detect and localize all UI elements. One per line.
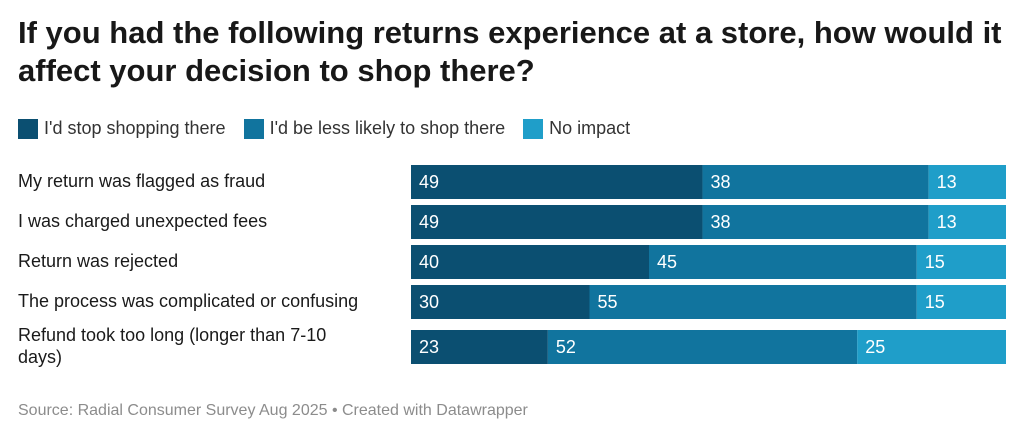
bar-value-r2-s1: 45	[657, 252, 677, 272]
row-label-4: Refund took too long (longer than 7-10 da…	[18, 325, 326, 367]
bar-segment-r2-s0	[411, 245, 649, 279]
bar-segment-r1-s1	[702, 205, 929, 239]
legend-label-stop: I'd stop shopping there	[44, 118, 226, 138]
legend-swatch-no-impact	[523, 118, 544, 139]
bar-segment-r4-s0	[411, 330, 548, 364]
legend-swatch-stop	[18, 118, 38, 139]
bar-segment-r1-s2	[928, 205, 1006, 239]
row-label-0: My return was flagged as fraud	[18, 171, 265, 191]
bar-value-r1-s0: 49	[419, 212, 439, 232]
bar-segment-r1-s0	[411, 205, 703, 239]
legend-item-no-impact: No impact	[523, 118, 630, 139]
bar-segment-r4-s2	[857, 330, 1006, 364]
legend: I'd stop shopping there I'd be less like…	[18, 118, 648, 139]
row-label-1: I was charged unexpected fees	[18, 211, 267, 231]
bar-segment-r3-s2	[916, 285, 1006, 319]
legend-item-stop: I'd stop shopping there	[18, 118, 226, 139]
bar-value-r0-s2: 13	[937, 172, 957, 192]
bar-value-r1-s2: 13	[937, 212, 957, 232]
legend-item-less-likely: I'd be less likely to shop there	[243, 118, 506, 139]
source-note: Source: Radial Consumer Survey Aug 2025 …	[18, 402, 528, 419]
bar-value-r3-s2: 15	[925, 292, 945, 312]
bar-value-r0-s0: 49	[419, 172, 439, 192]
chart-title: If you had the following returns experie…	[18, 15, 1002, 88]
bar-segment-r0-s1	[702, 165, 929, 199]
bar-segment-r0-s2	[928, 165, 1006, 199]
bar-segment-r2-s2	[916, 245, 1006, 279]
bar-value-r3-s1: 55	[598, 292, 618, 312]
bar-segment-r3-s1	[589, 285, 917, 319]
bar-segment-r0-s0	[411, 165, 703, 199]
legend-swatch-less-likely	[243, 118, 264, 139]
bar-value-r0-s1: 38	[711, 172, 731, 192]
bar-segment-r3-s0	[411, 285, 590, 319]
bar-value-r2-s2: 15	[925, 252, 945, 272]
row-label-3: The process was complicated or confusing	[18, 291, 358, 311]
bar-segment-r2-s1	[649, 245, 917, 279]
bar-value-r3-s0: 30	[419, 292, 439, 312]
bar-value-r2-s0: 40	[419, 252, 439, 272]
legend-label-no-impact: No impact	[549, 118, 631, 138]
bar-value-r4-s0: 23	[419, 337, 439, 357]
legend-label-less-likely: I'd be less likely to shop there	[269, 118, 506, 138]
bar-value-r1-s1: 38	[711, 212, 731, 232]
bar-value-r4-s1: 52	[556, 337, 576, 357]
bar-segment-r4-s1	[547, 330, 858, 364]
row-label-2: Return was rejected	[18, 251, 178, 271]
bar-value-r4-s2: 25	[865, 337, 885, 357]
